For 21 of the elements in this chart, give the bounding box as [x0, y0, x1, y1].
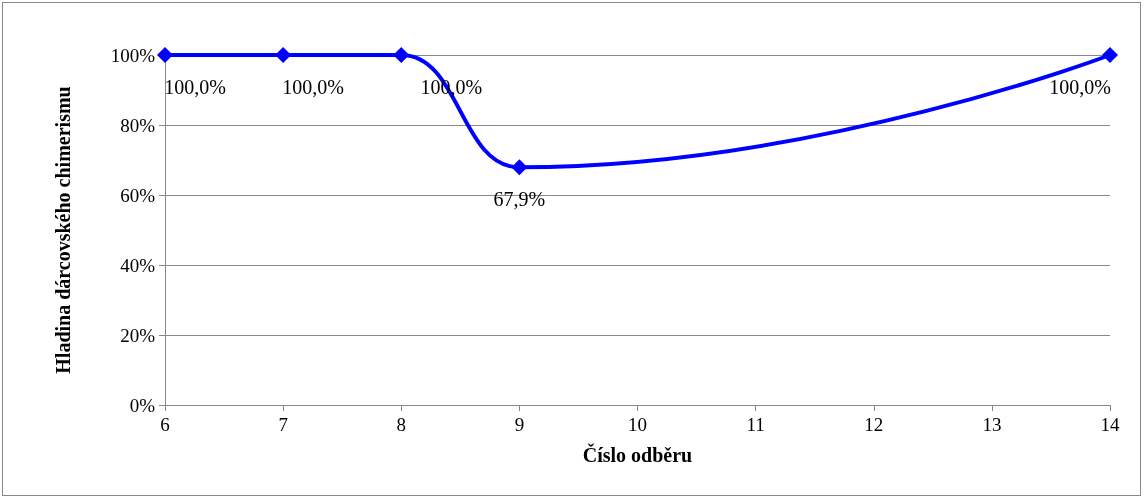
x-tick-label: 11: [746, 414, 765, 435]
x-tick-label: 14: [1100, 414, 1120, 435]
data-label: 100,0%: [282, 76, 344, 98]
x-tick-label: 10: [628, 414, 647, 435]
y-tick-label: 60%: [120, 184, 156, 206]
x-tick-label: 6: [160, 414, 170, 435]
x-tick-label: 7: [278, 414, 288, 435]
y-tick-label: 40%: [120, 254, 156, 276]
data-label: 100,0%: [164, 76, 226, 98]
y-tick-label: 80%: [120, 114, 156, 136]
x-axis-title: Číslo odběru: [582, 443, 693, 466]
y-tick-label: 100%: [110, 44, 156, 66]
x-tick-label: 8: [396, 414, 406, 435]
data-label: 100,0%: [1049, 76, 1111, 98]
y-tick-label: 20%: [120, 324, 156, 346]
y-tick-label: 0%: [129, 394, 156, 416]
data-label: 67,9%: [493, 188, 546, 211]
x-tick-label: 9: [514, 414, 525, 435]
x-tick-label: 13: [982, 414, 1002, 435]
y-axis-title: Hladina dárcovského chimerismu: [52, 86, 74, 374]
x-tick-label: 12: [864, 414, 884, 435]
